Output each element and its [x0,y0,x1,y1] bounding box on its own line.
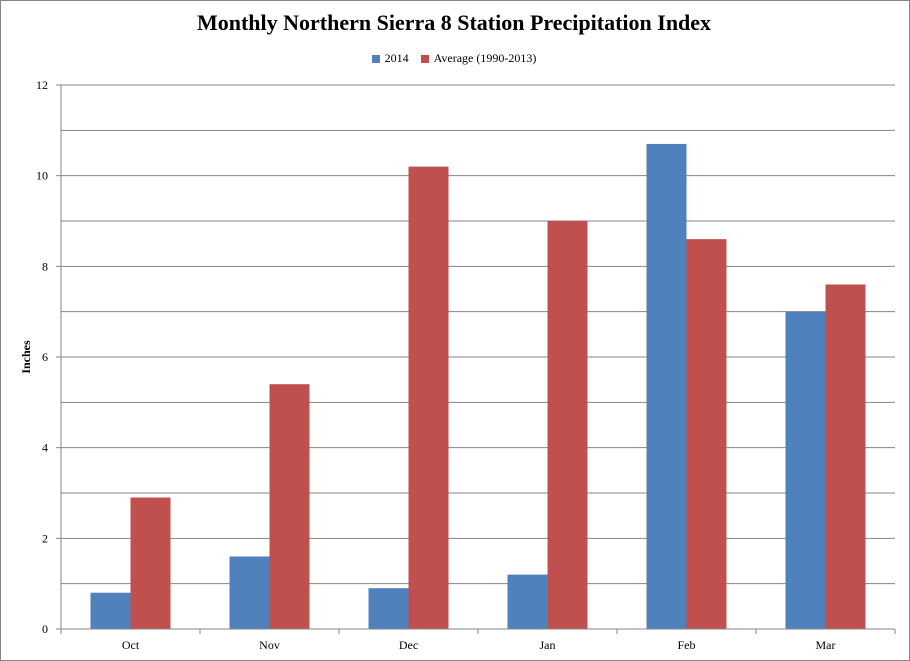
tick-labels: 0 2 4 6 8 10 12 Oct Nov Dec Jan Feb Mar [36,78,836,652]
y-axis-title: Inches [19,340,33,374]
x-tick-label: Jan [540,638,556,652]
legend-label-average: Average (1990-2013) [433,51,537,65]
legend: 2014 Average (1990-2013) [0,51,908,66]
legend-item-2014: 2014 [371,51,409,66]
gridlines [61,84,895,585]
legend-swatch-2014 [371,54,380,63]
y-tick-label: 2 [42,531,48,545]
bar-average-mar [825,284,866,629]
bar-2014-mar [785,311,826,629]
bar-average-jan [547,221,588,629]
legend-item-average: Average (1990-2013) [420,51,537,66]
bar-average-dec [408,166,449,629]
x-tick-label: Nov [259,638,280,652]
y-tick-label: 6 [42,350,48,364]
x-tick-label: Oct [122,638,140,652]
bar-2014-dec [368,588,409,629]
axes [56,84,896,634]
bar-2014-nov [229,556,270,629]
bar-average-nov [269,384,310,629]
bar-average-feb [686,239,727,629]
bar-2014-feb [646,143,687,629]
bar-average-oct [130,497,171,629]
legend-label-2014: 2014 [384,51,409,65]
bar-2014-jan [507,574,548,629]
x-tick-label: Feb [678,638,696,652]
y-tick-label: 0 [42,622,48,636]
y-tick-label: 4 [42,441,48,455]
y-tick-label: 10 [36,169,48,183]
bar-2014-oct [90,592,131,629]
x-tick-label: Dec [399,638,418,652]
chart-title: Monthly Northern Sierra 8 Station Precip… [196,10,712,35]
y-tick-label: 12 [36,78,48,92]
bars [90,143,866,629]
x-tick-label: Mar [816,638,836,652]
y-tick-label: 8 [42,259,48,273]
legend-swatch-average [420,54,429,63]
